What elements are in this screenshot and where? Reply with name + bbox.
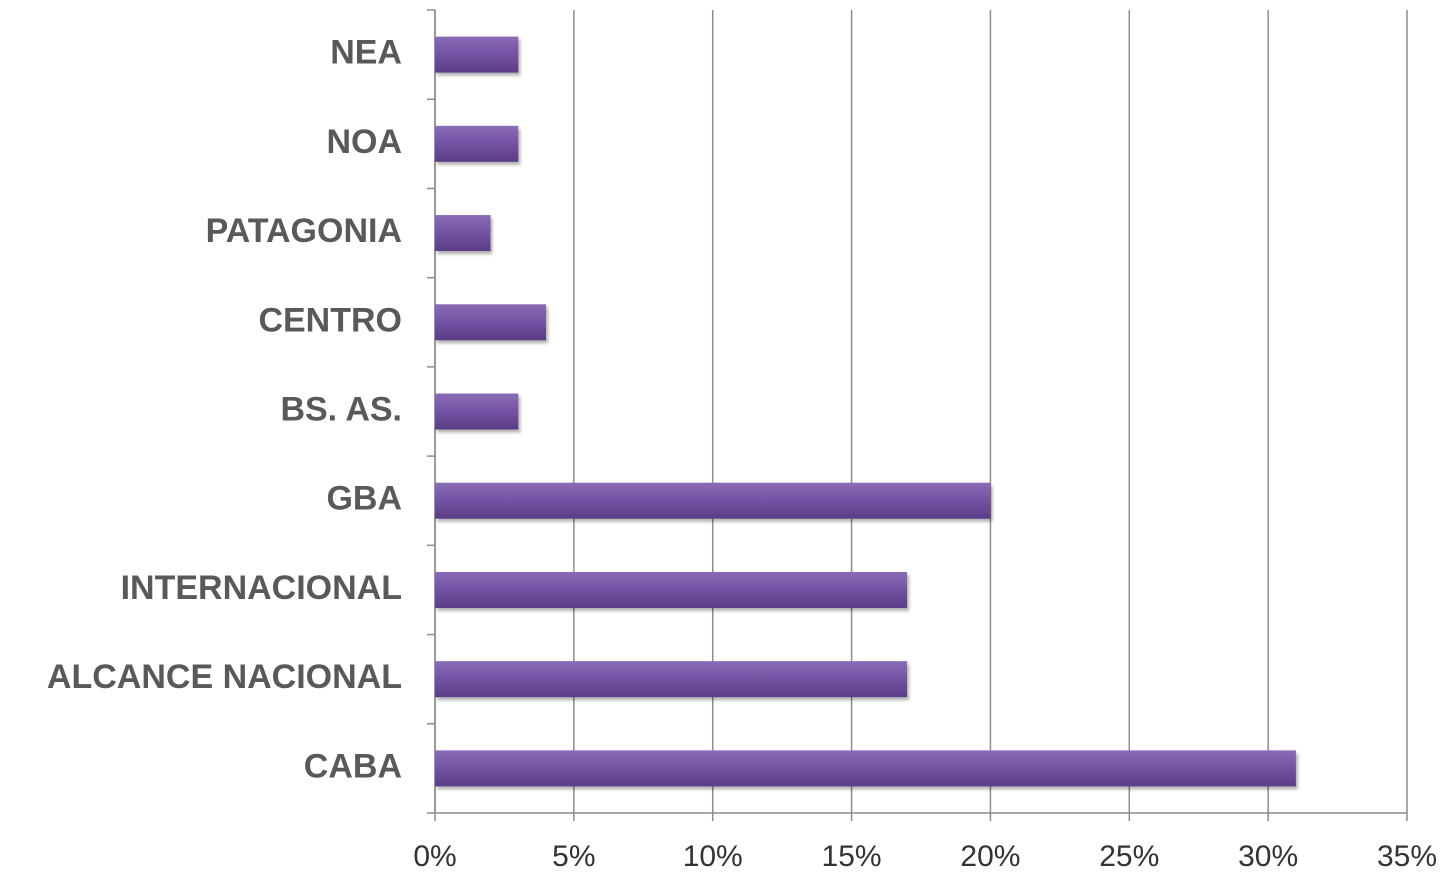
x-tick-label: 30% [1238, 840, 1298, 873]
y-tick-label: CABA [304, 747, 402, 785]
y-tick-label: PATAGONIA [206, 212, 402, 250]
bar [435, 215, 491, 252]
bar [435, 571, 908, 608]
bar [435, 36, 519, 73]
x-tick-label: 15% [822, 840, 882, 873]
x-tick-label: 20% [960, 840, 1020, 873]
bar [435, 661, 908, 698]
y-tick-label: INTERNACIONAL [121, 569, 402, 607]
bar [435, 750, 1296, 787]
bar [435, 125, 519, 162]
y-tick-label: GBA [326, 480, 402, 518]
x-tick-label: 5% [552, 840, 595, 873]
x-tick-label: 35% [1377, 840, 1437, 873]
y-tick-label: BS. AS. [280, 390, 402, 428]
x-tick-label: 25% [1099, 840, 1159, 873]
y-tick-label: ALCANCE NACIONAL [47, 658, 402, 696]
y-tick-label: NEA [330, 34, 402, 72]
y-tick-label: NOA [326, 123, 402, 161]
bar [435, 304, 547, 341]
x-tick-label: 0% [413, 840, 456, 873]
y-tick-label: CENTRO [258, 301, 402, 339]
bar [435, 482, 991, 519]
x-tick-label: 10% [683, 840, 743, 873]
bar [435, 393, 519, 430]
